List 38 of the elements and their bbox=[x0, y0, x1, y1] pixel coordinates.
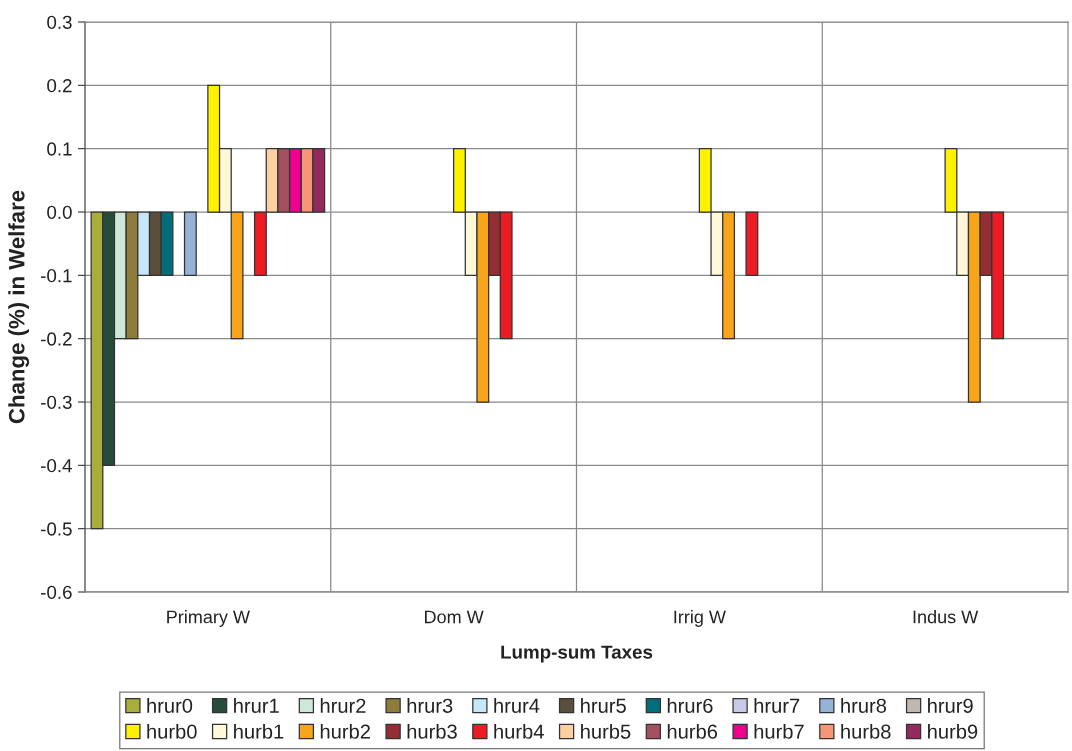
legend-label: hrur6 bbox=[667, 698, 713, 713]
legend-label: hurb7 bbox=[754, 723, 804, 739]
y-tick-label: -0.3 bbox=[41, 395, 72, 409]
y-tick-label: -0.2 bbox=[41, 332, 72, 346]
legend-label: hurb9 bbox=[928, 723, 978, 739]
x-tick-label: Irrig W bbox=[674, 610, 726, 627]
legend-label: hrur3 bbox=[407, 698, 453, 713]
legend-label: hurb3 bbox=[407, 723, 457, 739]
legend-label: hurb0 bbox=[147, 723, 197, 739]
y-tick-label: 0.0 bbox=[47, 205, 72, 219]
y-tick-label: -0.5 bbox=[41, 522, 72, 536]
legend-label: hurb4 bbox=[494, 723, 544, 739]
y-tick-label: -0.4 bbox=[41, 459, 72, 473]
legend-label: hurb6 bbox=[667, 723, 718, 739]
bar bbox=[745, 211, 759, 276]
bar bbox=[183, 211, 197, 276]
legend-label: hrur0 bbox=[147, 698, 193, 713]
legend-label: hrur9 bbox=[928, 698, 973, 713]
legend-label: hurb2 bbox=[320, 723, 370, 739]
legend-label: hrur8 bbox=[841, 698, 887, 713]
legend-label: hrur4 bbox=[494, 698, 540, 713]
y-tick-label: -0.6 bbox=[41, 585, 72, 599]
x-axis-title: Lump-sum Taxes bbox=[501, 645, 653, 663]
y-tick-label: 0.1 bbox=[47, 142, 72, 156]
legend-label: hurb8 bbox=[841, 723, 891, 739]
legend-label: hurb1 bbox=[234, 723, 284, 739]
legend-label: hurb5 bbox=[581, 723, 631, 739]
y-axis-title: Change (%) in Welfare bbox=[8, 190, 30, 424]
legend-label: hrur1 bbox=[234, 698, 279, 713]
legend-label: hrur7 bbox=[754, 698, 800, 713]
x-tick-label: Indus W bbox=[913, 610, 979, 624]
y-tick-label: 0.2 bbox=[47, 79, 72, 93]
legend-label: hrur5 bbox=[581, 698, 626, 713]
legend-label: hrur2 bbox=[320, 698, 366, 713]
x-tick-label: Primary W bbox=[167, 610, 250, 627]
y-tick-label: -0.1 bbox=[41, 269, 72, 283]
x-tick-label: Dom W bbox=[425, 610, 484, 624]
y-tick-label: 0.3 bbox=[47, 15, 72, 29]
